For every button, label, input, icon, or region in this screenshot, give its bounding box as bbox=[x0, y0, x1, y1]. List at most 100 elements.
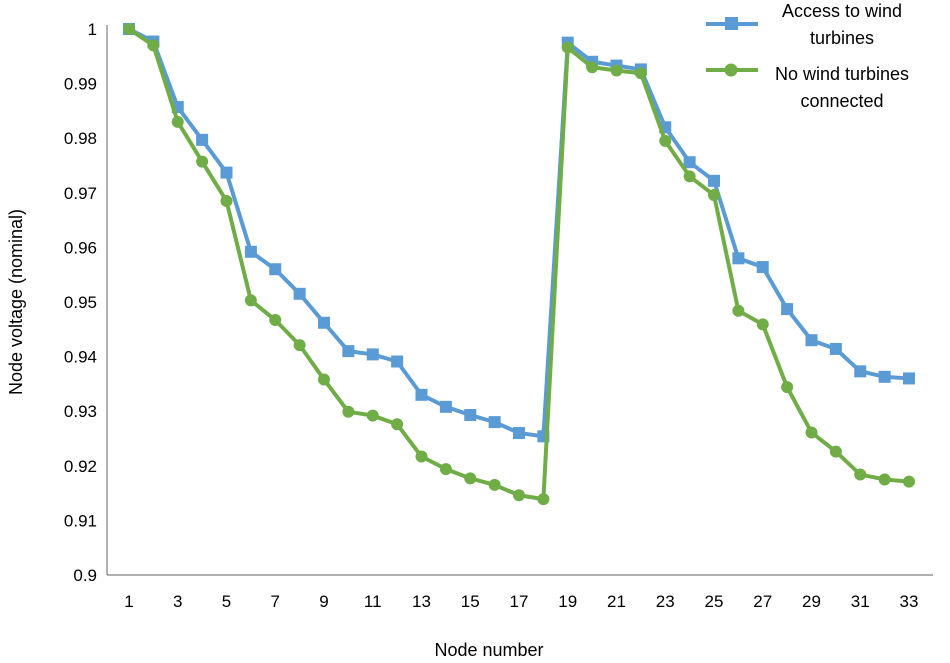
data-point bbox=[464, 409, 477, 422]
data-point bbox=[342, 405, 355, 418]
y-tick-label: 0.91 bbox=[64, 511, 97, 530]
series-wind-turbines bbox=[123, 23, 915, 443]
data-point bbox=[781, 381, 794, 394]
legend: Access to wind turbines No wind turbines… bbox=[706, 1, 909, 111]
x-tick-label: 27 bbox=[753, 592, 772, 611]
data-point bbox=[683, 170, 696, 183]
data-point bbox=[488, 416, 501, 429]
data-point bbox=[708, 188, 720, 201]
data-point bbox=[439, 400, 452, 413]
data-point bbox=[244, 245, 257, 258]
x-tick-label: 1 bbox=[124, 592, 133, 611]
legend-label-no-wind-line2: connected bbox=[800, 91, 883, 111]
x-tick-label: 23 bbox=[656, 592, 675, 611]
data-point bbox=[220, 194, 233, 207]
data-point bbox=[829, 445, 842, 458]
y-axis-title: Node voltage (nominal) bbox=[6, 209, 26, 395]
data-point bbox=[269, 263, 282, 276]
data-point bbox=[220, 166, 233, 179]
legend-entry-no-wind: No wind turbines connected bbox=[706, 63, 909, 111]
data-point bbox=[610, 64, 623, 77]
y-tick-label: 0.99 bbox=[64, 75, 97, 94]
data-point bbox=[366, 348, 379, 361]
series-layer bbox=[123, 23, 915, 506]
data-point bbox=[439, 463, 452, 476]
x-tick-label: 15 bbox=[461, 592, 480, 611]
data-point bbox=[342, 345, 355, 358]
x-axis-title: Node number bbox=[434, 640, 543, 660]
data-point bbox=[854, 468, 867, 481]
data-point bbox=[293, 339, 306, 352]
legend-label-wind-line2: turbines bbox=[810, 28, 874, 48]
x-tick-label: 19 bbox=[558, 592, 577, 611]
x-tick-label: 13 bbox=[412, 592, 431, 611]
data-point bbox=[805, 334, 818, 347]
x-tick-label: 5 bbox=[222, 592, 231, 611]
data-point bbox=[683, 156, 696, 169]
data-point bbox=[415, 450, 428, 463]
data-point bbox=[464, 472, 477, 485]
y-tick-label: 0.92 bbox=[64, 457, 97, 476]
data-point bbox=[732, 304, 745, 317]
data-point bbox=[171, 115, 184, 128]
y-tick-labels: 0.9 0.91 0.92 0.93 0.94 0.95 0.96 0.97 0.98 0.99 1 bbox=[64, 20, 97, 585]
data-point bbox=[659, 134, 672, 147]
x-tick-label: 17 bbox=[510, 592, 529, 611]
data-point bbox=[732, 252, 745, 265]
data-point bbox=[391, 355, 404, 368]
x-tick-label: 33 bbox=[900, 592, 919, 611]
y-tick-label: 0.9 bbox=[73, 566, 97, 585]
legend-marker-no-wind bbox=[724, 63, 738, 77]
data-point bbox=[391, 418, 404, 431]
x-tick-label: 31 bbox=[851, 592, 870, 611]
data-point bbox=[318, 316, 330, 329]
data-point bbox=[196, 155, 209, 168]
data-point bbox=[829, 342, 842, 355]
data-point bbox=[781, 303, 794, 316]
legend-marker-wind bbox=[725, 17, 738, 30]
x-tick-label: 11 bbox=[364, 592, 382, 611]
data-point bbox=[903, 372, 915, 385]
legend-entry-wind: Access to wind turbines bbox=[706, 1, 902, 48]
data-point bbox=[147, 39, 160, 52]
series-line bbox=[128, 27, 910, 439]
data-point bbox=[903, 475, 915, 488]
data-point bbox=[488, 478, 501, 491]
y-tick-label: 0.96 bbox=[64, 238, 97, 257]
data-point bbox=[756, 261, 769, 274]
data-point bbox=[123, 23, 135, 35]
y-tick-label: 0.93 bbox=[64, 402, 97, 421]
legend-label-no-wind-line1: No wind turbines bbox=[775, 64, 909, 84]
legend-label-wind-line1: Access to wind bbox=[782, 1, 902, 21]
y-tick-label: 0.94 bbox=[64, 348, 97, 367]
data-point bbox=[805, 426, 818, 439]
data-point bbox=[634, 67, 647, 80]
data-point bbox=[586, 61, 599, 74]
x-tick-label: 25 bbox=[705, 592, 724, 611]
data-point bbox=[196, 133, 209, 146]
y-tick-label: 0.95 bbox=[64, 293, 97, 312]
data-point bbox=[756, 318, 769, 331]
y-tick-label: 0.98 bbox=[64, 129, 97, 148]
series-no-wind-turbines bbox=[123, 23, 915, 506]
x-tick-label: 3 bbox=[173, 592, 182, 611]
axes bbox=[106, 25, 933, 576]
x-tick-label: 29 bbox=[802, 592, 821, 611]
y-tick-label: 1 bbox=[88, 20, 97, 39]
data-point bbox=[269, 314, 282, 327]
data-point bbox=[537, 493, 550, 506]
data-point bbox=[293, 287, 306, 300]
x-tick-labels: 1 3 5 7 9 11 13 15 17 19 21 23 25 27 29 31 33 bbox=[124, 592, 918, 611]
data-point bbox=[513, 427, 525, 440]
data-point bbox=[366, 409, 379, 422]
x-tick-label: 9 bbox=[319, 592, 328, 611]
x-tick-label: 7 bbox=[271, 592, 280, 611]
data-point bbox=[318, 373, 330, 386]
data-point bbox=[878, 473, 891, 486]
data-point bbox=[561, 41, 574, 54]
data-point bbox=[854, 365, 867, 378]
data-point bbox=[708, 174, 720, 187]
data-point bbox=[244, 294, 257, 307]
y-tick-label: 0.97 bbox=[64, 184, 97, 203]
